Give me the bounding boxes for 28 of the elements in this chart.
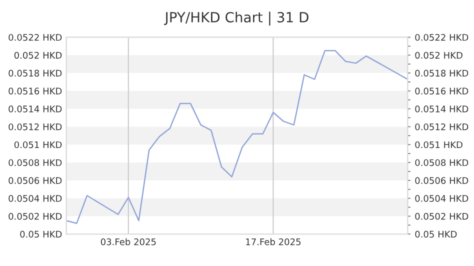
y-tick-label: 0.0512 HKD <box>8 123 62 130</box>
y2-tick-label: 0.05 HKD <box>415 230 457 238</box>
y-tick-label: 0.052 HKD <box>14 52 62 59</box>
y-tick-label: 0.05 HKD <box>20 230 62 238</box>
y2-tick-label: 0.052 HKD <box>415 52 462 59</box>
y2-tick-label: 0.0508 HKD <box>415 159 468 166</box>
chart-title: JPY/HKD Chart | 31 D <box>164 12 308 26</box>
y-tick-label: 0.0514 HKD <box>8 106 62 112</box>
y-tick-label: 0.0516 HKD <box>8 88 62 94</box>
x-tick-label: 03.Feb 2025 <box>100 238 156 246</box>
y2-tick-label: 0.0516 HKD <box>415 88 468 94</box>
y-tick-label: 0.051 HKD <box>14 141 62 148</box>
y2-tick-label: 0.0512 HKD <box>415 123 468 130</box>
y2-tick-label: 0.0518 HKD <box>415 70 468 77</box>
y-tick-label: 0.0502 HKD <box>8 212 62 220</box>
y-tick-label: 0.0504 HKD <box>8 195 62 202</box>
y-tick-label: 0.0506 HKD <box>8 177 62 184</box>
y-tick-label: 0.0518 HKD <box>8 70 62 77</box>
y2-tick-label: 0.0522 HKD <box>415 34 468 41</box>
y2-tick-label: 0.0502 HKD <box>415 212 468 220</box>
y-tick-label: 0.0522 HKD <box>8 34 62 41</box>
x-tick-label: 17.Feb 2025 <box>246 238 300 246</box>
line-series <box>66 50 408 224</box>
y2-tick-label: 0.0506 HKD <box>415 177 468 184</box>
y2-tick-label: 0.0514 HKD <box>415 106 468 112</box>
y-tick-label: 0.0508 HKD <box>8 159 62 166</box>
y2-tick-label: 0.051 HKD <box>415 141 462 148</box>
y2-tick-label: 0.0504 HKD <box>415 195 468 202</box>
